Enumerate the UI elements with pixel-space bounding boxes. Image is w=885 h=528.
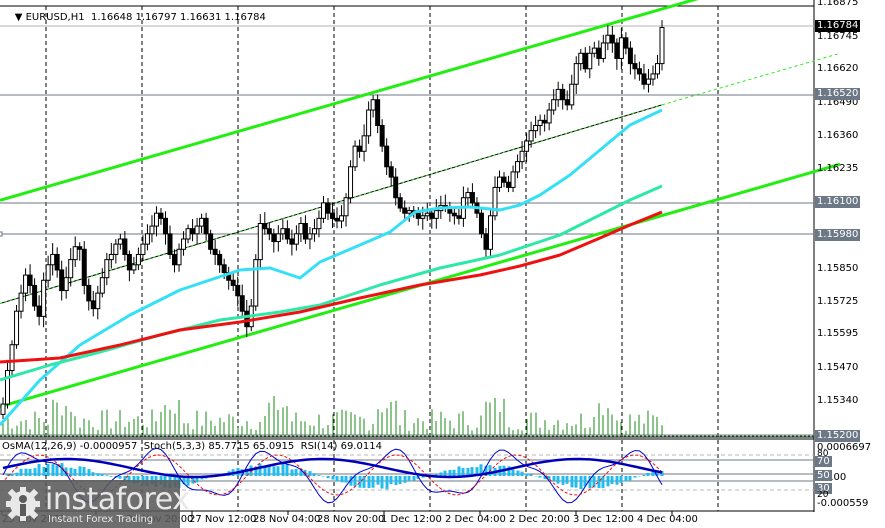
osc-level-20: 20 <box>817 490 829 500</box>
instaforex-watermark: instaforex Instant Forex Trading <box>0 480 190 528</box>
time-label: 2 Dec 20:00 <box>509 514 570 525</box>
osc-axis-zero: 0.00 <box>824 472 847 483</box>
time-label: 27 Nov 12:00 <box>189 514 257 525</box>
current-price-tag: 1.16784 <box>815 20 861 32</box>
brand-name: instaforex <box>45 482 190 517</box>
price-label: 1.15340 <box>817 395 859 406</box>
time-label: 3 Dec 12:00 <box>573 514 634 525</box>
osc-level-80: 80 <box>817 449 829 459</box>
time-label: 2 Dec 04:00 <box>445 514 506 525</box>
brand-tagline: Instant Forex Trading <box>48 514 154 525</box>
time-label: 1 Dec 12:00 <box>381 514 442 525</box>
level-tag: 1.16100 <box>815 196 861 208</box>
price-label: 1.15470 <box>817 362 859 373</box>
price-label: 1.16745 <box>817 31 859 42</box>
osc-level-70: 70 <box>815 456 832 467</box>
chart-title: ▼ EURUSD,H1 1.16648 1.16797 1.16631 1.16… <box>2 1 266 34</box>
oscillator-label: OsMA(12,26,9) -0.0000957 Stoch(5,3,3) 85… <box>2 441 382 452</box>
collapse-triangle-icon[interactable]: ▼ <box>14 12 26 23</box>
osc-axis-top: 0.0006697 <box>817 442 872 453</box>
price-label: 1.16235 <box>817 163 859 174</box>
time-label: 4 Dec 04:00 <box>637 514 698 525</box>
price-label: 1.15725 <box>817 296 859 307</box>
price-label: 1.16875 <box>817 0 859 8</box>
time-label: 28 Nov 04:00 <box>253 514 321 525</box>
osc-axis-bottom: -0.000559 <box>817 498 869 509</box>
level-tag: 1.15200 <box>815 430 861 442</box>
osc-level-50: 50 <box>815 470 832 481</box>
price-label: 1.16360 <box>817 130 859 141</box>
osc-level-30: 30 <box>815 483 832 494</box>
level-tag: 1.15980 <box>815 229 861 241</box>
price-label: 1.16620 <box>817 63 859 74</box>
symbol-ohlc: EURUSD,H1 1.16648 1.16797 1.16631 1.1678… <box>25 12 266 23</box>
level-tag: 1.16520 <box>815 88 861 100</box>
time-label: 28 Nov 20:00 <box>317 514 385 525</box>
gear-logo-icon <box>6 487 40 521</box>
price-label: 1.16490 <box>817 97 859 108</box>
price-label: 1.15595 <box>817 328 859 339</box>
price-label: 1.15850 <box>817 263 859 274</box>
